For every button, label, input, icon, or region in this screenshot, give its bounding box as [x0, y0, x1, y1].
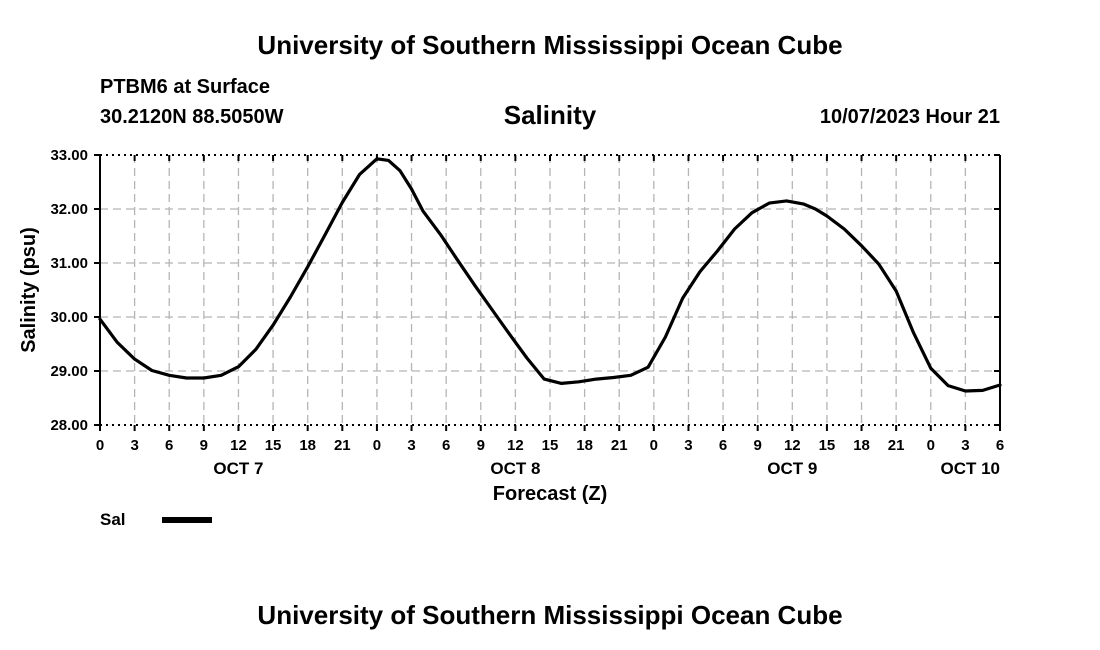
x-tick-label: 21	[888, 437, 905, 454]
station-name: PTBM6 at Surface	[100, 76, 271, 98]
x-tick-label: 6	[165, 437, 173, 454]
page-title: University of Southern Mississippi Ocean…	[257, 30, 843, 60]
day-label: OCT 10	[940, 459, 1000, 478]
x-tick-label: 15	[265, 437, 282, 454]
x-tick-label: 3	[961, 437, 969, 454]
x-tick-label: 6	[996, 437, 1004, 454]
x-tick-label: 0	[373, 437, 381, 454]
y-tick-label: 31.00	[50, 255, 88, 272]
y-axis-label: Salinity (psu)	[18, 227, 40, 353]
x-tick-label: 15	[542, 437, 559, 454]
chart-title: Salinity	[503, 100, 597, 130]
x-tick-label: 18	[299, 437, 316, 454]
series-line-sal	[98, 157, 1002, 393]
x-tick-label: 3	[684, 437, 692, 454]
day-label: OCT 9	[767, 459, 817, 478]
x-tick-label: 6	[442, 437, 450, 454]
x-tick-label: 9	[754, 437, 762, 454]
day-label: OCT 7	[213, 459, 263, 478]
footer-title: University of Southern Mississippi Ocean…	[257, 600, 843, 630]
axes	[94, 154, 1001, 431]
x-tick-label: 3	[407, 437, 415, 454]
x-tick-label: 6	[719, 437, 727, 454]
x-tick-label: 12	[230, 437, 247, 454]
legend-swatch	[162, 517, 212, 523]
x-tick-label: 18	[853, 437, 870, 454]
x-axis-label: Forecast (Z)	[493, 483, 607, 505]
day-label: OCT 8	[490, 459, 540, 478]
x-tick-label: 21	[334, 437, 351, 454]
x-tick-label: 15	[819, 437, 836, 454]
y-tick-label: 32.00	[50, 201, 88, 218]
x-tick-label: 9	[200, 437, 208, 454]
x-tick-label: 18	[576, 437, 593, 454]
legend-label: Sal	[100, 510, 126, 529]
x-tick-label: 21	[611, 437, 628, 454]
forecast-timestamp: 10/07/2023 Hour 21	[819, 106, 1000, 128]
x-tick-label: 12	[784, 437, 801, 454]
x-tick-label: 0	[96, 437, 104, 454]
y-tick-label: 29.00	[50, 363, 88, 380]
station-coordinates: 30.2120N 88.5050W	[100, 106, 284, 128]
y-tick-label: 30.00	[50, 309, 88, 326]
x-tick-label: 0	[927, 437, 935, 454]
y-tick-label: 33.00	[50, 147, 88, 164]
x-tick-label: 12	[507, 437, 524, 454]
x-tick-label: 9	[477, 437, 485, 454]
axis-labels: 0 3 6 9 12 15 18 21 0 3 6 9 12 15 18 21 0 3 6 9 12 15 18 21 0 3 6 2…	[50, 147, 1004, 478]
series-layer	[98, 157, 1002, 393]
x-tick-label: 0	[650, 437, 658, 454]
y-tick-label: 28.00	[50, 417, 88, 434]
grid	[100, 155, 1000, 425]
x-tick-label: 3	[130, 437, 138, 454]
